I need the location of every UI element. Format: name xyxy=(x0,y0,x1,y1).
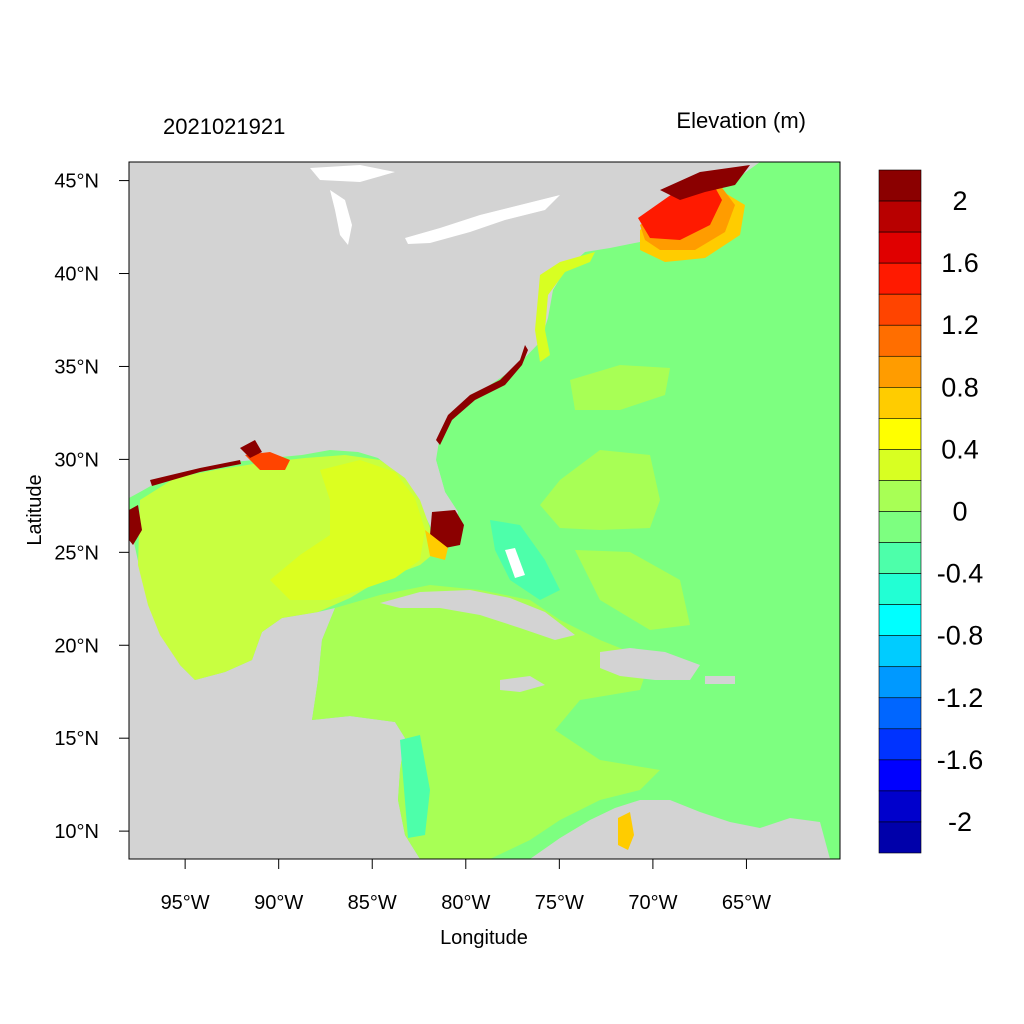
colorbar-label: 0.8 xyxy=(941,372,979,402)
colorbar-swatch xyxy=(878,511,922,543)
colorbar-label: -0.4 xyxy=(937,559,984,589)
y-axis: 45°N 40°N 35°N 30°N 25°N 20°N 15°N 10°N xyxy=(54,171,129,843)
colorbar-label: -1.6 xyxy=(937,745,984,775)
colorbar-swatch xyxy=(878,355,922,388)
louisiana-surge xyxy=(245,452,290,470)
x-axis-label: Longitude xyxy=(440,927,528,949)
colorbar-label: -2 xyxy=(948,807,972,837)
x-tick-label: 65°W xyxy=(722,892,771,914)
colorbar-swatch xyxy=(878,293,922,326)
new-england-surge xyxy=(638,182,722,240)
colorbar-label: 0.4 xyxy=(941,434,979,464)
x-tick-label: 95°W xyxy=(161,892,210,914)
texas-fringe xyxy=(129,505,142,545)
map-field xyxy=(129,162,840,859)
colorbar-swatch xyxy=(878,604,922,636)
x-tick-label: 70°W xyxy=(628,892,677,914)
colorbar-label: -0.8 xyxy=(937,621,984,651)
colorbar-label: 1.6 xyxy=(941,248,979,278)
x-tick-label: 75°W xyxy=(535,892,584,914)
colorbar-swatch xyxy=(878,449,922,481)
colorbar-swatch xyxy=(878,697,922,730)
atlantic-patch-3 xyxy=(575,550,690,630)
y-tick-label: 15°N xyxy=(54,728,99,750)
colorbar-swatch xyxy=(878,635,922,668)
colorbar-swatch xyxy=(878,387,922,419)
y-tick-label: 10°N xyxy=(54,821,99,843)
gulf-coast-fringe xyxy=(150,460,241,486)
lake-michigan xyxy=(330,190,352,245)
y-tick-label: 25°N xyxy=(54,542,99,564)
lake-superior xyxy=(310,165,395,182)
north-america-land xyxy=(129,162,760,540)
florida-surge-tail xyxy=(425,530,448,560)
new-england-surge-max xyxy=(660,165,750,200)
bahamas-islands xyxy=(505,548,525,578)
x-tick-label: 80°W xyxy=(441,892,490,914)
colorbar-swatch xyxy=(878,418,922,450)
cuba-land xyxy=(380,590,575,640)
y-tick-label: 45°N xyxy=(54,171,99,193)
y-axis-label: Latitude xyxy=(24,474,46,545)
louisiana-surge-dark xyxy=(240,440,262,458)
colorbar-swatch xyxy=(878,821,922,854)
colorbar-swatch xyxy=(878,262,922,295)
atlantic-patch-2 xyxy=(570,365,670,410)
plot-frame xyxy=(128,161,841,860)
x-tick-label: 85°W xyxy=(348,892,397,914)
colorbar-swatch xyxy=(878,480,922,512)
jamaica-land xyxy=(500,676,545,692)
x-tick-label: 90°W xyxy=(254,892,303,914)
y-tick-label: 40°N xyxy=(54,264,99,286)
puerto-rico-land xyxy=(705,676,735,684)
colorbar-swatch xyxy=(878,666,922,699)
hispaniola-land xyxy=(600,648,700,680)
gulf-field-high xyxy=(270,460,425,600)
colorbar-swatch xyxy=(878,759,922,792)
mexico-land xyxy=(129,520,420,859)
great-lakes xyxy=(405,195,560,244)
y-tick-label: 30°N xyxy=(54,449,99,471)
mid-atlantic-coast xyxy=(535,252,595,362)
colorbar-swatch xyxy=(878,324,922,357)
colorbar-label: 1.2 xyxy=(941,310,979,340)
florida-surge xyxy=(430,510,464,548)
variable-title: Elevation (m) xyxy=(676,108,806,133)
colorbar-swatch xyxy=(878,200,922,233)
colorbar-swatch xyxy=(878,573,922,605)
central-america-coast xyxy=(400,735,430,838)
caribbean-field xyxy=(312,585,660,859)
colorbar-swatch xyxy=(878,728,922,761)
colorbar-swatch xyxy=(878,169,922,202)
colorbar-swatch xyxy=(878,542,922,574)
east-coast-fringe xyxy=(436,345,528,445)
colorbar: 2 1.6 1.2 0.8 0.4 0 -0.4 -0.8 -1.2 -1.6 -2 xyxy=(878,169,984,854)
y-tick-label: 20°N xyxy=(54,635,99,657)
timestamp-title: 2021021921 xyxy=(163,114,285,139)
maracaibo-patch xyxy=(618,812,634,850)
colorbar-label: -1.2 xyxy=(937,683,984,713)
y-tick-label: 35°N xyxy=(54,356,99,378)
x-axis: 95°W 90°W 85°W 80°W 75°W 70°W 65°W xyxy=(161,859,771,914)
colorbar-swatch xyxy=(878,231,922,264)
colorbar-swatch xyxy=(878,790,922,823)
bahamas-patch xyxy=(490,520,560,600)
south-america-land xyxy=(530,800,830,859)
colorbar-label: 2 xyxy=(952,186,967,216)
atlantic-patch xyxy=(540,450,660,530)
colorbar-label: 0 xyxy=(952,497,967,527)
